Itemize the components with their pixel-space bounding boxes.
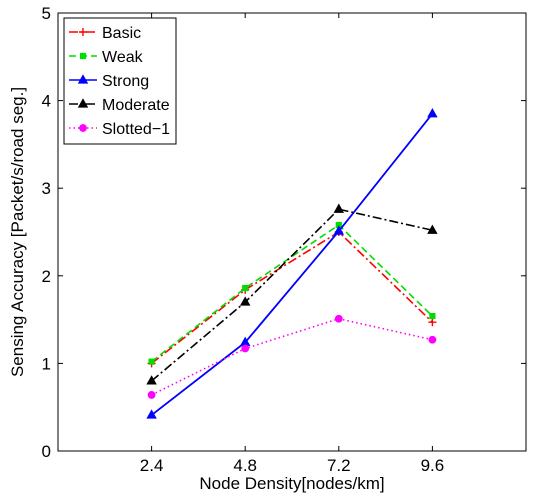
y-tick-label: 1 xyxy=(42,354,51,373)
legend-marker-moderate xyxy=(77,98,89,108)
data-point-moderate xyxy=(146,375,157,385)
legend-label-strong: Strong xyxy=(102,73,149,90)
axis-ticks: 2.4 4.8 7.2 9.6 0 1 2 3 4 5 xyxy=(42,4,526,475)
data-point-moderate xyxy=(239,296,251,306)
series-line-moderate xyxy=(151,208,433,382)
y-tick-label: 2 xyxy=(42,267,51,286)
data-point-moderate xyxy=(427,224,438,234)
series-line-basic xyxy=(151,230,433,365)
legend-label-weak: Weak xyxy=(102,49,144,66)
y-tick-label: 0 xyxy=(42,442,51,461)
legend-label-moderate: Moderate xyxy=(102,97,170,114)
data-point-slotted-1 xyxy=(147,391,156,399)
legend-marker-weak xyxy=(79,52,87,60)
x-axis-label: Node Density[nodes/km] xyxy=(199,474,384,493)
legend-marker-basic xyxy=(79,28,87,36)
series-line-strong xyxy=(151,113,434,416)
y-tick-label: 3 xyxy=(42,179,51,198)
data-point-strong xyxy=(427,108,438,118)
data-point-slotted-1 xyxy=(334,314,343,323)
series-line-weak xyxy=(151,223,433,363)
x-tick-label: 7.2 xyxy=(327,456,351,475)
legend-marker-slotted-1 xyxy=(79,124,87,132)
data-point-slotted-1 xyxy=(241,344,250,353)
series-strong xyxy=(146,108,438,419)
data-point-strong xyxy=(146,409,157,419)
y-axis-label: Sensing Accuracy [Packet/s/road seg.] xyxy=(8,87,27,377)
data-point-weak xyxy=(429,312,436,320)
x-tick-label: 2.4 xyxy=(140,456,164,475)
x-tick-label: 4.8 xyxy=(233,456,257,475)
series-line-slotted-1 xyxy=(151,317,433,396)
series-weak xyxy=(148,221,436,365)
y-tick-label: 4 xyxy=(42,92,51,111)
y-tick-label: 5 xyxy=(42,4,51,23)
data-point-basic xyxy=(428,318,437,327)
legend: Basic Weak Strong Moderate Slotted−1 xyxy=(63,17,177,145)
x-tick-label: 9.6 xyxy=(421,456,445,475)
series-layer xyxy=(146,108,438,419)
legend-label-slotted-1: Slotted−1 xyxy=(102,121,170,138)
data-point-weak xyxy=(148,358,155,365)
data-point-strong xyxy=(333,225,345,235)
legend-label-basic: Basic xyxy=(102,25,141,42)
series-slotted-1 xyxy=(147,314,437,399)
series-moderate xyxy=(146,203,438,385)
data-point-slotted-1 xyxy=(428,335,437,344)
legend-marker-strong xyxy=(77,74,89,84)
data-point-moderate xyxy=(333,203,345,213)
data-point-weak xyxy=(242,284,249,292)
